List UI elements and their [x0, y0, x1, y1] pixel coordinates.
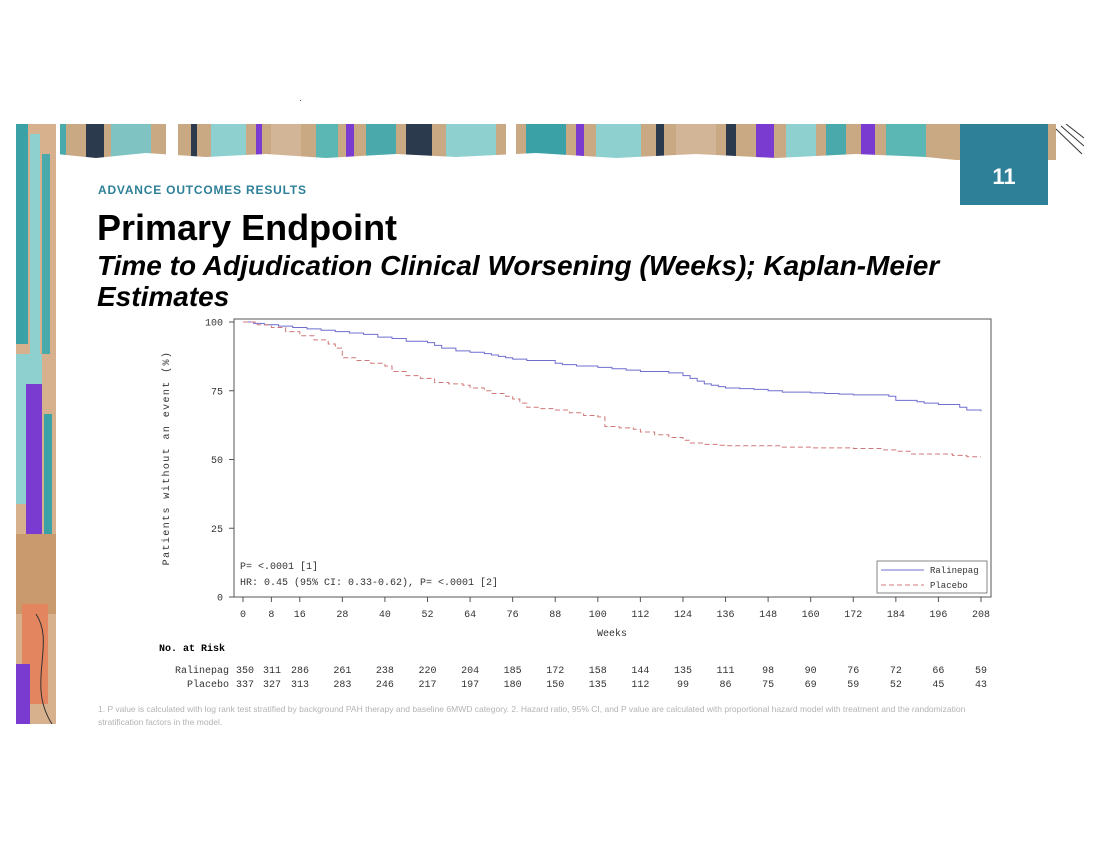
y-tick-label: 75 — [211, 387, 223, 398]
risk-value-ralinepag: 90 — [805, 666, 817, 677]
x-tick-label: 16 — [294, 610, 306, 621]
x-tick-label: 64 — [464, 610, 476, 621]
risk-value-placebo: 52 — [890, 680, 902, 691]
risk-value-placebo: 337 — [236, 680, 254, 691]
x-tick-label: 88 — [549, 610, 561, 621]
stray-dot — [300, 100, 301, 101]
x-tick-label: 52 — [421, 610, 433, 621]
risk-row-label-ralinepag: Ralinepag — [175, 665, 229, 677]
hr-annotation: HR: 0.45 (95% CI: 0.33-0.62), P= <.0001 … — [240, 577, 498, 589]
risk-value-placebo: 86 — [720, 680, 732, 691]
x-tick-label: 112 — [631, 610, 649, 621]
risk-value-placebo: 150 — [546, 680, 564, 691]
risk-value-placebo: 43 — [975, 680, 987, 691]
risk-row-label-placebo: Placebo — [187, 679, 229, 691]
risk-value-ralinepag: 144 — [631, 666, 649, 677]
risk-value-ralinepag: 76 — [847, 666, 859, 677]
risk-value-placebo: 283 — [333, 680, 351, 691]
legend-label-ralinepag: Ralinepag — [930, 566, 979, 576]
risk-value-placebo: 69 — [805, 680, 817, 691]
risk-value-ralinepag: 135 — [674, 666, 692, 677]
x-axis-ticks: 0 8 16 28 40 52 64 76 88 100 112 124 136 148 160 172 184… — [240, 597, 990, 621]
series-lines — [243, 321, 982, 458]
p-value-annotation: P= <.0001 [1] — [240, 561, 318, 573]
x-tick-label: 28 — [336, 610, 348, 621]
x-tick-label: 76 — [507, 610, 519, 621]
series-line-ralinepag — [243, 321, 982, 412]
x-tick-label: 148 — [759, 610, 777, 621]
x-tick-label: 208 — [972, 610, 990, 621]
x-tick-label: 172 — [844, 610, 862, 621]
risk-value-ralinepag: 111 — [717, 666, 735, 677]
plot-frame — [233, 318, 992, 598]
risk-value-placebo: 59 — [847, 680, 859, 691]
decorative-left-strip — [16, 124, 60, 724]
page-title: Primary Endpoint — [97, 207, 398, 248]
x-axis-label: Weeks — [597, 628, 627, 640]
risk-table-values: 350 311 286 261 238 220 204 185 172 158 144 135 111 9… — [236, 666, 987, 691]
risk-value-placebo: 135 — [589, 680, 607, 691]
risk-table-title: No. at Risk — [159, 643, 225, 655]
y-tick-label: 100 — [205, 319, 223, 330]
footnote: 1. P value is calculated with log rank t… — [98, 704, 966, 725]
y-tick-label: 25 — [211, 525, 223, 536]
risk-value-ralinepag: 158 — [589, 666, 607, 677]
risk-value-placebo: 217 — [418, 680, 436, 691]
risk-value-ralinepag: 311 — [263, 666, 281, 677]
page-number-badge: 11 — [960, 124, 1048, 205]
x-tick-label: 136 — [717, 610, 735, 621]
page-number: 11 — [992, 164, 1016, 189]
risk-value-ralinepag: 238 — [376, 666, 394, 677]
x-tick-label: 124 — [674, 610, 692, 621]
series-line-placebo — [243, 321, 981, 458]
decorative-banner — [16, 124, 1084, 160]
risk-value-ralinepag: 204 — [461, 666, 479, 677]
legend-label-placebo: Placebo — [930, 581, 968, 591]
risk-value-ralinepag: 98 — [762, 666, 774, 677]
risk-value-placebo: 99 — [677, 680, 689, 691]
y-tick-label: 0 — [217, 594, 223, 605]
risk-value-placebo: 180 — [504, 680, 522, 691]
risk-value-ralinepag: 185 — [504, 666, 522, 677]
legend: Ralinepag Placebo — [876, 560, 988, 594]
x-tick-label: 0 — [240, 610, 246, 621]
risk-value-placebo: 112 — [631, 680, 649, 691]
page-subtitle: Time to Adjudication Clinical Worsening … — [97, 250, 940, 312]
risk-value-ralinepag: 261 — [333, 666, 351, 677]
y-axis-label: Patients without an event (%) — [161, 351, 173, 566]
risk-value-ralinepag: 350 — [236, 666, 254, 677]
risk-value-placebo: 313 — [291, 680, 309, 691]
legend-box — [876, 560, 988, 594]
section-label: ADVANCE OUTCOMES RESULTS — [98, 183, 307, 197]
x-tick-label: 40 — [379, 610, 391, 621]
x-tick-label: 184 — [887, 610, 905, 621]
x-tick-label: 160 — [802, 610, 820, 621]
risk-value-ralinepag: 172 — [546, 666, 564, 677]
risk-value-ralinepag: 72 — [890, 666, 902, 677]
y-axis-ticks: 0 25 50 75 100 — [205, 319, 234, 605]
risk-value-ralinepag: 220 — [418, 666, 436, 677]
x-tick-label: 196 — [929, 610, 947, 621]
risk-value-placebo: 197 — [461, 680, 479, 691]
risk-value-placebo: 246 — [376, 680, 394, 691]
risk-value-placebo: 327 — [263, 680, 281, 691]
x-tick-label: 100 — [589, 610, 607, 621]
y-tick-label: 50 — [211, 456, 223, 467]
risk-value-ralinepag: 286 — [291, 666, 309, 677]
risk-value-ralinepag: 59 — [975, 666, 987, 677]
x-tick-label: 8 — [268, 610, 274, 621]
risk-value-ralinepag: 66 — [932, 666, 944, 677]
risk-value-placebo: 45 — [932, 680, 944, 691]
risk-value-placebo: 75 — [762, 680, 774, 691]
